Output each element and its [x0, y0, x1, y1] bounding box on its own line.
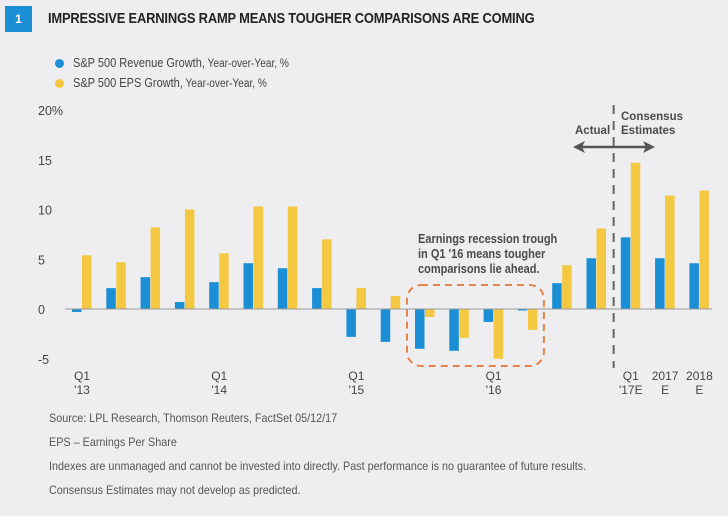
consensus-label-line-2: Estimates — [621, 125, 675, 137]
y-tick-label: -5 — [38, 353, 49, 367]
x-tick-label: E — [661, 383, 669, 397]
estimates-disclaimer-note: Consensus Estimates may not develop as p… — [49, 483, 301, 497]
eps-bar — [390, 296, 401, 309]
eps-bar — [425, 309, 435, 317]
eps-bar — [322, 239, 332, 309]
actual-estimates-arrow — [573, 141, 655, 153]
revenue-bar — [655, 258, 665, 309]
revenue-bar — [72, 309, 82, 312]
eps-bar — [699, 190, 709, 309]
revenue-bar — [174, 302, 185, 309]
revenue-bar — [106, 288, 116, 309]
arrow-left-icon — [573, 141, 585, 153]
trough-annotation-line-1: Earnings recession trough — [418, 232, 557, 246]
y-tick-label: 10 — [38, 204, 52, 218]
actual-label: Actual — [575, 125, 610, 137]
x-tick-label: Q1 — [486, 369, 502, 383]
x-tick-label: '14 — [211, 383, 227, 397]
revenue-bar — [449, 309, 459, 351]
disclaimer-note: Indexes are unmanaged and cannot be inve… — [49, 459, 587, 473]
legend-item-eps: S&P 500 EPS Growth, Year-over-Year, % — [55, 73, 318, 93]
legend-swatch-revenue — [55, 58, 64, 68]
revenue-bar — [277, 268, 288, 309]
y-tick-label: 5 — [38, 253, 45, 267]
y-axis: -5 0 5 10 15 20% — [38, 104, 63, 367]
legend-item-revenue: S&P 500 Revenue Growth, Year-over-Year, … — [55, 53, 318, 73]
eps-bar — [493, 309, 504, 359]
legend-label-main: S&P 500 EPS Growth, — [73, 76, 183, 90]
revenue-bar — [312, 288, 322, 309]
x-tick-label: Q1 — [348, 369, 364, 383]
y-tick-label: 15 — [38, 154, 52, 168]
x-tick-label: Q1 — [211, 369, 227, 383]
figure-number-badge: 1 — [5, 6, 32, 32]
x-tick-label: 2017 — [652, 369, 679, 383]
revenue-bar — [620, 237, 631, 309]
x-tick-label: '16 — [486, 383, 502, 397]
consensus-label-line-1: Consensus — [621, 111, 683, 123]
revenue-bar — [140, 277, 151, 309]
eps-bar — [630, 162, 641, 309]
eps-definition-note: EPS – Earnings Per Share — [49, 435, 177, 449]
revenue-bar — [517, 309, 528, 311]
eps-bar — [82, 255, 92, 309]
revenue-bar — [689, 263, 699, 309]
legend-label-revenue: S&P 500 Revenue Growth, Year-over-Year, … — [73, 56, 289, 70]
legend-label-sub: Year-over-Year, % — [204, 58, 289, 70]
arrow-right-icon — [643, 141, 655, 153]
legend-label-sub: Year-over-Year, % — [182, 78, 267, 90]
revenue-bar — [346, 309, 356, 337]
revenue-bar — [586, 258, 596, 309]
trough-annotation: Earnings recession trough in Q1 '16 mean… — [418, 232, 557, 276]
legend-label-main: S&P 500 Revenue Growth, — [73, 56, 205, 70]
chart-title: IMPRESSIVE EARNINGS RAMP MEANS TOUGHER C… — [48, 10, 535, 27]
eps-bar — [596, 228, 606, 309]
revenue-bar — [552, 283, 562, 309]
trough-highlight-box — [406, 284, 545, 367]
eps-bar — [459, 309, 469, 338]
x-tick-label: '13 — [74, 383, 90, 397]
x-tick-label: Q1 — [74, 369, 90, 383]
revenue-bar — [243, 263, 253, 309]
source-note: Source: LPL Research, Thomson Reuters, F… — [49, 411, 338, 425]
eps-bar — [527, 309, 538, 330]
x-tick-label: '17E — [619, 383, 643, 397]
eps-bar — [184, 209, 195, 309]
eps-bar — [116, 262, 126, 309]
eps-bar — [356, 288, 366, 309]
y-tick-label: 0 — [38, 303, 45, 317]
revenue-bar — [415, 309, 425, 349]
eps-bar — [150, 227, 161, 309]
x-tick-label: 2018 — [686, 369, 713, 383]
bars — [72, 162, 709, 359]
revenue-bar — [483, 309, 494, 322]
x-tick-label: '15 — [349, 383, 365, 397]
legend-swatch-eps — [55, 78, 64, 88]
eps-bar — [665, 195, 675, 309]
eps-bar — [562, 265, 572, 309]
trough-annotation-line-2: in Q1 '16 means tougher — [418, 247, 546, 261]
eps-bar — [219, 253, 229, 309]
trough-annotation-line-3: comparisons lie ahead. — [418, 262, 540, 276]
legend: S&P 500 Revenue Growth, Year-over-Year, … — [55, 53, 318, 93]
revenue-bar — [209, 282, 219, 309]
revenue-bar — [380, 309, 391, 342]
x-tick-label: Q1 — [623, 369, 639, 383]
eps-bar — [253, 206, 263, 309]
y-tick-label: 20% — [38, 104, 63, 118]
footnotes: Source: LPL Research, Thomson Reuters, F… — [49, 411, 646, 507]
legend-label-eps: S&P 500 EPS Growth, Year-over-Year, % — [73, 76, 267, 90]
eps-bar — [287, 206, 298, 309]
x-tick-label: E — [695, 383, 703, 397]
